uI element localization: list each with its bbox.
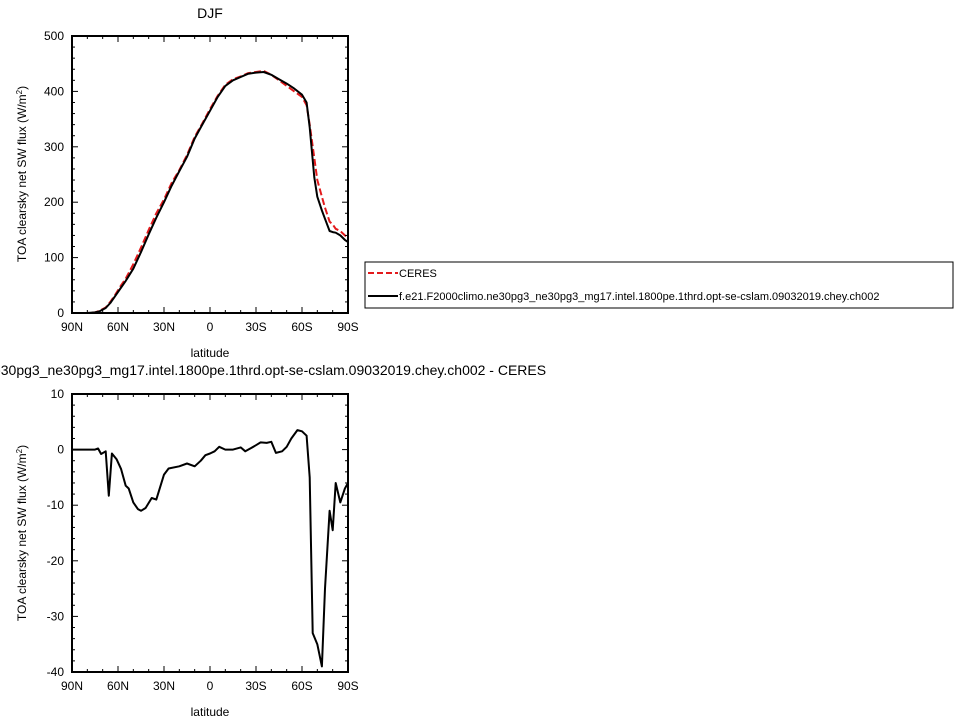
top-y-tick-label: 100	[44, 251, 64, 265]
top-chart-ylabel: TOA clearsky net SW flux (W/m2)	[15, 86, 29, 262]
top-x-tick-label: 0	[207, 320, 214, 334]
bottom-x-tick-label: 60S	[291, 679, 312, 693]
bottom-y-tick-label: -10	[47, 498, 65, 512]
top-plot-frame	[71, 35, 349, 314]
bottom-x-tick-label: 90S	[337, 679, 358, 693]
bottom-chart-ylabel: TOA clearsky net SW flux (W/m2)	[15, 445, 29, 621]
top-chart-xlabel: latitude	[191, 346, 230, 360]
legend-label-model: f.e21.F2000climo.ne30pg3_ne30pg3_mg17.in…	[399, 291, 879, 303]
legend-label-ceres: CERES	[399, 268, 437, 280]
legend-box	[364, 261, 954, 309]
bottom-x-tick-label: 90N	[61, 679, 83, 693]
bottom-chart-ylabel-sup: 2	[15, 448, 24, 453]
top-x-tick-label: 60N	[107, 320, 129, 334]
top-x-tick-label: 30N	[153, 320, 175, 334]
top-y-tick-label: 400	[44, 84, 64, 98]
bottom-plot-area: 90N 60N 30N 0 30S 60S 90S -40 -30 -20 -10 0 10	[47, 387, 359, 693]
top-chart-ylabel-close: )	[15, 86, 29, 90]
legend: CERES f.e21.F2000climo.ne30pg3_ne30pg3_m…	[364, 261, 954, 309]
top-y-tick-label: 200	[44, 195, 64, 209]
top-x-tick-label: 30S	[245, 320, 266, 334]
bottom-x-tick-label: 60N	[107, 679, 129, 693]
bottom-chart-xlabel: latitude	[191, 705, 230, 719]
bottom-y-tick-label: -30	[47, 609, 65, 623]
bottom-chart-title: f.e21.F2000climo.ne30pg3_ne30pg3_mg17.in…	[0, 362, 546, 378]
bottom-y-tick-label: -40	[47, 665, 65, 679]
bottom-x-tick-label: 30S	[245, 679, 266, 693]
top-y-tick-label: 300	[44, 140, 64, 154]
top-series-line-1	[72, 71, 349, 314]
bottom-chart-ylabel-close: )	[15, 445, 29, 449]
bottom-x-tick-label: 0	[207, 679, 214, 693]
bottom-y-tick-label: -20	[47, 554, 65, 568]
top-y-tick-label: 500	[44, 29, 64, 43]
top-chart-ylabel-text: TOA clearsky net SW flux (W/m	[15, 94, 29, 262]
bottom-y-tick-label: 10	[51, 387, 65, 401]
top-chart-ylabel-sup: 2	[15, 89, 24, 94]
top-plot-area: 90N 60N 30N 0 30S 60S 90S 0 100 200 300 400 500	[44, 29, 359, 334]
top-chart-title: DJF	[197, 5, 223, 21]
bottom-series-line-0	[72, 429, 349, 668]
top-x-tick-label: 90N	[61, 320, 83, 334]
top-x-tick-label: 90S	[337, 320, 358, 334]
bottom-x-tick-label: 30N	[153, 679, 175, 693]
top-x-tick-label: 60S	[291, 320, 312, 334]
bottom-chart-ylabel-text: TOA clearsky net SW flux (W/m	[15, 453, 29, 621]
top-y-tick-label: 0	[57, 306, 64, 320]
bottom-y-tick-label: 0	[57, 443, 64, 457]
